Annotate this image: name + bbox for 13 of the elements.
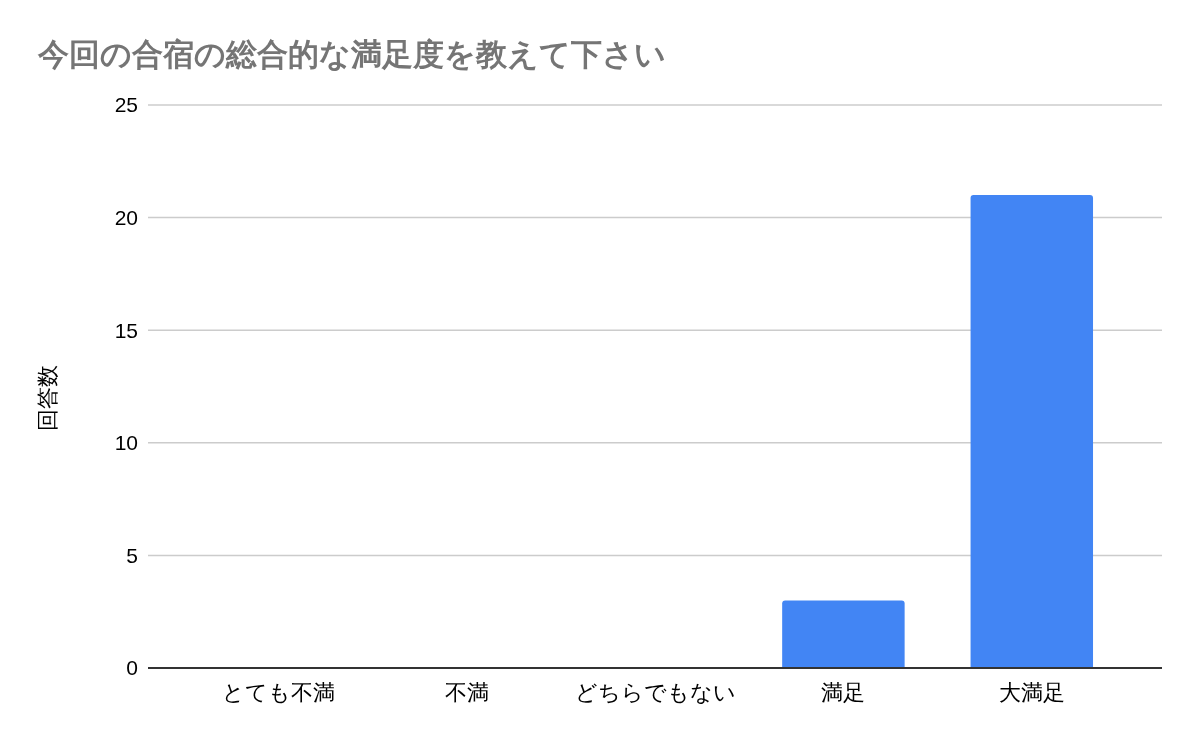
x-tick-label: とても不満 xyxy=(221,680,335,705)
y-tick-label: 5 xyxy=(126,543,138,567)
y-tick-label: 20 xyxy=(114,205,138,229)
y-tick-label: 10 xyxy=(114,431,138,455)
x-tick-label: 大満足 xyxy=(998,680,1065,705)
x-tick-label: どちらでもない xyxy=(574,680,736,705)
y-tick-label: 15 xyxy=(114,318,138,342)
x-tick-label: 不満 xyxy=(444,680,489,705)
chart-title: 今回の合宿の総合的な満足度を教えて下さい xyxy=(37,37,666,72)
y-axis-title: 回答数 xyxy=(35,364,60,431)
y-tick-label: 0 xyxy=(126,656,138,680)
x-tick-label: 満足 xyxy=(821,680,866,705)
y-tick-label: 25 xyxy=(114,93,138,117)
